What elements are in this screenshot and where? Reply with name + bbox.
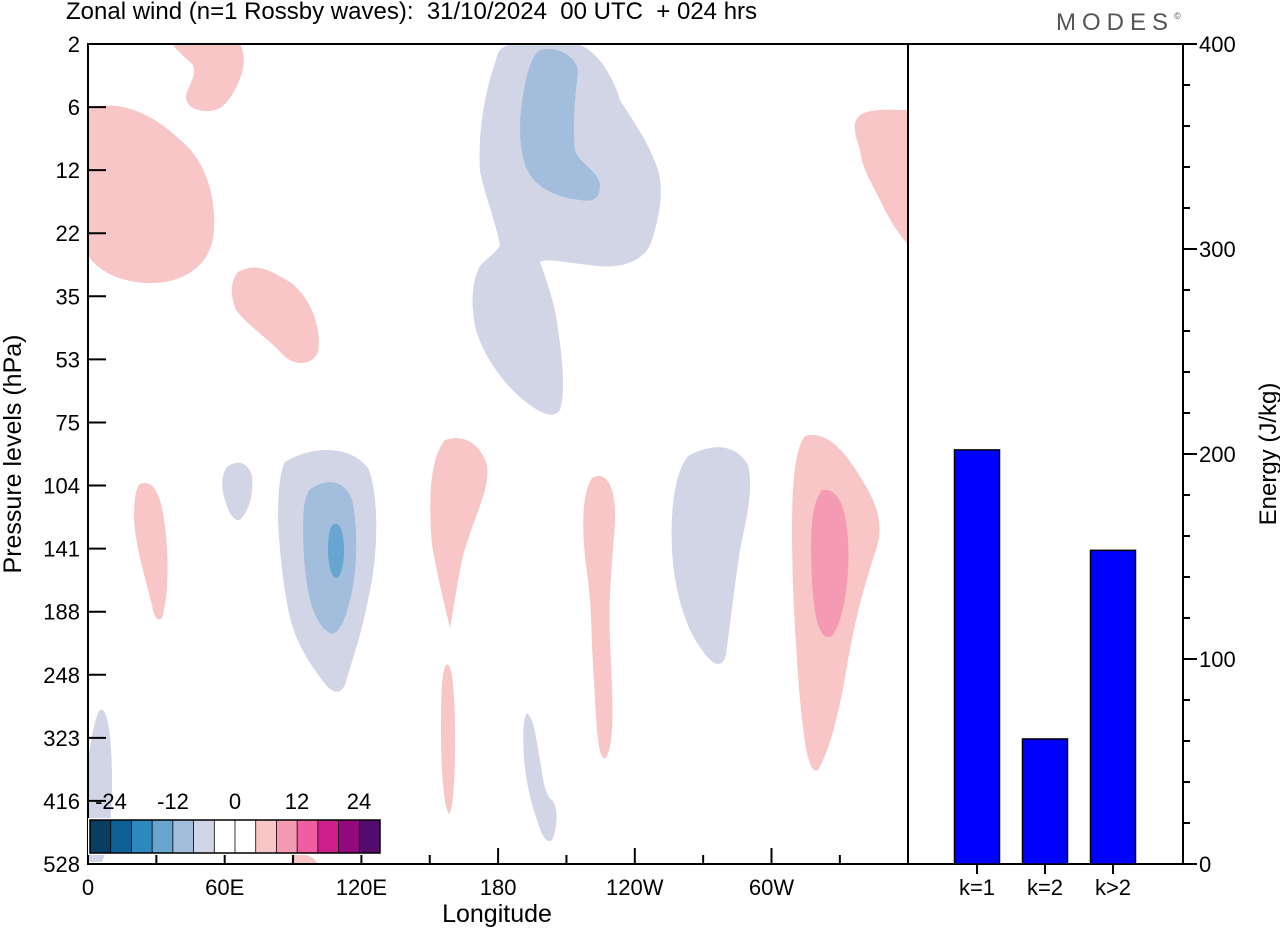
- contour-positive-region: [88, 105, 215, 284]
- colorbar-swatch: [90, 820, 112, 853]
- chart-title: Zonal wind (n=1 Rossby waves): 31/10/202…: [66, 0, 758, 25]
- colorbar-label: 24: [347, 789, 371, 814]
- contour-positive-region: [172, 44, 244, 112]
- x-axis-label: Longitude: [442, 900, 552, 928]
- y-tick-label: 141: [43, 537, 80, 562]
- energy-bar: [953, 449, 1001, 865]
- colorbar-swatch: [152, 820, 174, 853]
- energy-tick-label: 400: [1199, 32, 1236, 57]
- energy-axis-label: Energy (J/kg): [1255, 383, 1280, 526]
- colorbar-label: 0: [229, 789, 241, 814]
- contour-negative-region: [671, 447, 751, 665]
- contour-positive-region: [430, 438, 488, 628]
- modes-logo: MODES©: [1056, 9, 1181, 37]
- contour-positive-region: [134, 483, 168, 620]
- y-axis-label: Pressure levels (hPa): [0, 335, 27, 574]
- y-tick-label: 104: [43, 474, 80, 499]
- colorbar-outline: [89, 819, 381, 854]
- y-tick-label: 416: [43, 789, 80, 814]
- colorbar-swatch: [131, 820, 153, 853]
- y-tick-label: 12: [56, 158, 80, 183]
- contour-negative-region: [222, 462, 253, 521]
- contour-positive-region: [290, 854, 318, 864]
- y-tick-label: 2: [68, 32, 80, 57]
- colorbar-swatch: [297, 820, 319, 853]
- contour-positive-region: [231, 267, 319, 364]
- energy-tick-label: 300: [1199, 237, 1236, 262]
- contour-negative-region: [472, 44, 661, 415]
- y-tick-label: 22: [56, 221, 80, 246]
- colorbar-swatch: [317, 820, 339, 853]
- x-tick-label: 60E: [205, 875, 244, 900]
- energy-bars: k=1 k=2 k>2: [953, 449, 1137, 900]
- energy-tick-label: 200: [1199, 442, 1236, 467]
- x-tick-label: 0: [82, 875, 94, 900]
- contour-positive-region: [854, 109, 908, 245]
- x-tick-label: 120E: [336, 875, 387, 900]
- colorbar-label: 12: [285, 789, 309, 814]
- pressure-axis: 2 6 12 22 35 53 75 104 141 188 248 323 416 528: [43, 32, 106, 877]
- colorbar-swatch: [338, 820, 360, 853]
- colorbar-swatch: [276, 820, 298, 853]
- x-tick-label: 120W: [606, 875, 664, 900]
- contour-negative-peak: [328, 523, 344, 578]
- logo-mark: ©: [1174, 11, 1181, 21]
- y-tick-label: 528: [43, 852, 80, 877]
- bar-category-label: k>2: [1095, 875, 1131, 900]
- y-tick-label: 53: [56, 347, 80, 372]
- x-tick-label: 60W: [749, 875, 794, 900]
- energy-tick-label: 0: [1199, 852, 1211, 877]
- y-tick-label: 188: [43, 600, 80, 625]
- colorbar-label: -12: [157, 789, 189, 814]
- energy-bar: [1021, 738, 1069, 865]
- longitude-axis: 0 60E 120E 180 120W 60W: [82, 848, 841, 900]
- colorbar-swatch: [193, 820, 215, 853]
- contour-positive-core: [811, 489, 849, 637]
- contour-positive-region: [583, 475, 616, 759]
- contour-positive-region: [441, 664, 455, 814]
- y-tick-label: 323: [43, 726, 80, 751]
- energy-tick-label: 100: [1199, 647, 1236, 672]
- colorbar-swatch: [214, 820, 236, 853]
- y-tick-label: 6: [68, 95, 80, 120]
- colorbar-swatch: [255, 820, 277, 853]
- y-tick-label: 248: [43, 663, 80, 688]
- colorbar-swatch: [172, 820, 194, 853]
- x-tick-label: 180: [480, 875, 517, 900]
- bar-category-label: k=1: [959, 875, 995, 900]
- bar-category-label: k=2: [1027, 875, 1063, 900]
- y-tick-label: 75: [56, 410, 80, 435]
- colorbar-swatch: [235, 820, 257, 853]
- colorbar-swatch: [110, 820, 132, 853]
- wind-contour-field: [88, 44, 908, 864]
- logo-text: MODES: [1056, 9, 1175, 36]
- colorbar-label: -24: [95, 789, 127, 814]
- contour-negative-region: [523, 713, 557, 841]
- contour-negative-core: [520, 48, 600, 201]
- energy-axis: 0 100 200 300 400: [1183, 32, 1236, 877]
- energy-bar: [1089, 549, 1137, 865]
- colorbar: -24 -12 0 12 24: [88, 789, 382, 855]
- y-tick-label: 35: [56, 284, 80, 309]
- colorbar-swatch: [359, 820, 381, 853]
